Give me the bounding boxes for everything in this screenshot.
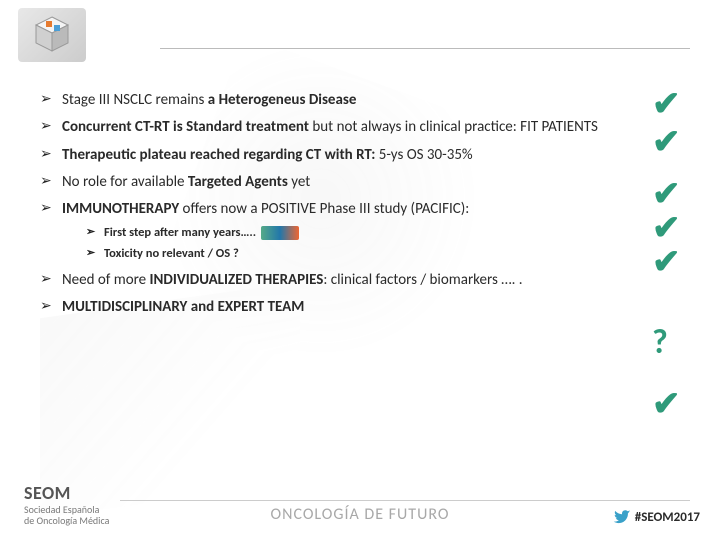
slide-footer: SEOM Sociedad Española de Oncología Médi… [0,486,720,540]
footer-rule [120,500,690,501]
seom-logo-block [18,8,86,62]
sub-bullet-item: Toxicity no relevant / OS ? [86,246,600,263]
bullet-item: Therapeutic plateau reached regarding CT… [40,145,600,165]
footer-tagline: ONCOLOGÍA DE FUTURO [271,505,450,524]
bullet-item: No role for available Targeted Agents ye… [40,172,600,192]
bullet-list: Stage III NSCLC remains a Heterogeneus D… [40,90,600,318]
slide-header [0,0,720,70]
bullet-item: MULTIDISCIPLINARY and EXPERT TEAM [40,297,600,317]
slide-body: Stage III NSCLC remains a Heterogeneus D… [40,90,600,325]
hashtag-text: #SEOM2017 [635,510,700,525]
check-icon: ✔ [652,246,692,280]
check-icon: ✔ [652,88,692,122]
footer-brand-line2: de Oncología Médica [24,515,109,526]
question-mark-icon: ? [652,326,692,360]
header-rule [160,48,690,49]
footer-brand-big: SEOM [24,484,109,504]
bullet-item: Stage III NSCLC remains a Heterogeneus D… [40,90,600,110]
footer-hashtag: #SEOM2017 [613,508,700,526]
sub-bullet-item: First step after many years….. [86,225,600,242]
check-icon: ✔ [652,388,692,422]
bullet-item: Concurrent CT-RT is Standard treatment b… [40,117,600,137]
checkmark-column: ✔✔✔✔✔?✔ [652,88,692,422]
sub-bullet-list: First step after many years….. Toxicity … [86,225,600,263]
cube-logo-icon [28,15,76,55]
check-icon: ✔ [652,178,692,212]
bullet-item: Need of more INDIVIDUALIZED THERAPIES: c… [40,270,600,290]
check-icon: ✔ [652,126,692,160]
check-icon: ✔ [652,212,692,246]
footer-brand: SEOM Sociedad Española de Oncología Médi… [24,484,109,526]
bullet-item: IMMUNOTHERAPY offers now a POSITIVE Phas… [40,199,600,263]
twitter-icon [613,508,631,526]
